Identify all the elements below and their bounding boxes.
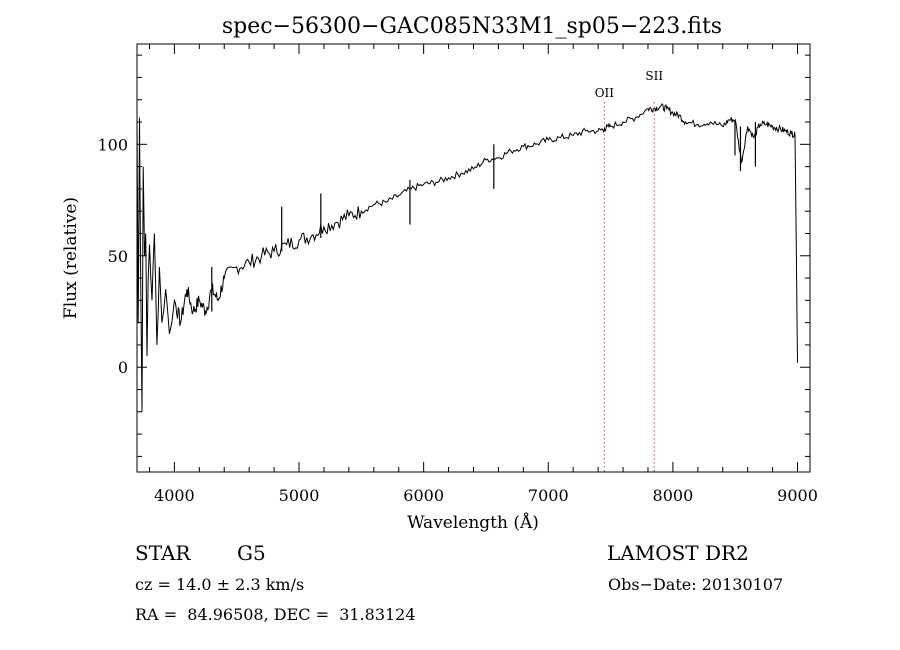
y-tick-labels: 0 50 100 xyxy=(97,135,128,377)
x-tick-label: 7000 xyxy=(528,486,569,505)
axis-ticks xyxy=(137,44,810,472)
y-axis-label: Flux (relative) xyxy=(61,197,81,319)
x-tick-label: 5000 xyxy=(279,486,320,505)
x-tick-labels: 4000 5000 6000 7000 8000 9000 xyxy=(154,486,818,505)
x-axis-label: Wavelength (Å) xyxy=(407,512,539,533)
annotation-label: OII xyxy=(595,86,615,100)
observation-date: Obs−Date: 20130107 xyxy=(608,575,784,594)
absorption-lines xyxy=(211,122,757,312)
spectrum-line xyxy=(136,103,798,412)
y-tick-label: 100 xyxy=(97,135,128,154)
redshift-text: cz = 14.0 ± 2.3 km/s xyxy=(135,575,305,594)
x-tick-label: 8000 xyxy=(653,486,694,505)
x-tick-label: 6000 xyxy=(403,486,444,505)
y-tick-label: 0 xyxy=(118,358,128,377)
object-subclass: G5 xyxy=(237,541,266,565)
x-tick-label: 9000 xyxy=(777,486,818,505)
chart-title: spec−56300−GAC085N33M1_sp05−223.fits xyxy=(222,14,722,39)
x-tick-label: 4000 xyxy=(154,486,195,505)
annotation-label: SII xyxy=(645,69,663,83)
plot-frame xyxy=(136,43,811,473)
object-class: STAR xyxy=(135,541,191,565)
y-tick-label: 50 xyxy=(108,247,128,266)
survey-name: LAMOST DR2 xyxy=(607,541,749,565)
line-annotations: OII SII xyxy=(595,69,663,472)
coordinates: RA = 84.96508, DEC = 31.83124 xyxy=(135,605,416,624)
